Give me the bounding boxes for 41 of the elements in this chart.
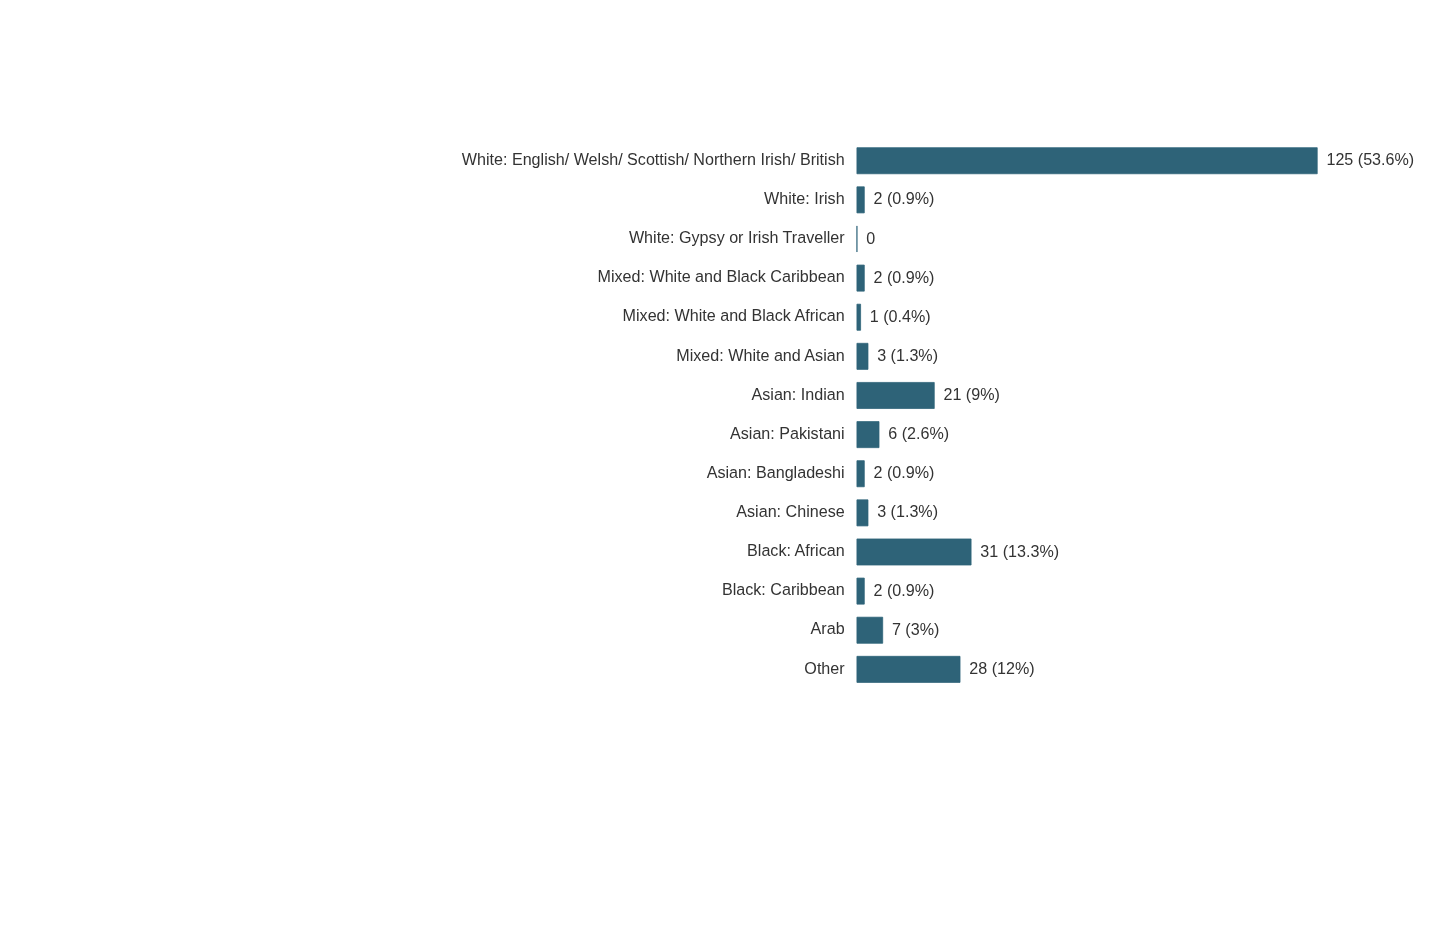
y-tick-label: White: Irish xyxy=(764,189,845,208)
data-label: 1 (0.4%) xyxy=(869,306,931,325)
bar xyxy=(856,616,884,644)
y-tick-label: Arab xyxy=(810,619,845,638)
bar xyxy=(856,421,880,449)
bar xyxy=(856,147,1318,175)
bar xyxy=(856,382,935,409)
y-tick-label: White: English/ Welsh/ Scottish/ Northern Irish/ British xyxy=(461,149,845,168)
data-label: 31 (13.3%) xyxy=(980,541,1060,560)
bar xyxy=(856,460,865,488)
data-label: 7 (3%) xyxy=(891,619,940,638)
data-label: 2 (0.9%) xyxy=(873,189,935,208)
data-label: 2 (0.9%) xyxy=(873,580,935,599)
bar xyxy=(856,303,861,331)
y-tick-label: Mixed: White and Black African xyxy=(622,306,845,325)
data-label: 28 (12%) xyxy=(969,658,1035,677)
data-label: 125 (53.6%) xyxy=(1326,150,1415,169)
data-label: 2 (0.9%) xyxy=(873,463,935,482)
y-tick-label: Mixed: White and Asian xyxy=(676,345,845,364)
data-label: 3 (1.3%) xyxy=(877,502,939,521)
y-tick-label: Mixed: White and Black Caribbean xyxy=(597,267,845,286)
data-label: 6 (2.6%) xyxy=(888,424,950,443)
data-label: 3 (1.3%) xyxy=(877,345,939,364)
bar xyxy=(856,342,869,370)
y-tick-label: Black: Caribbean xyxy=(721,580,845,599)
bar xyxy=(856,186,865,214)
y-tick-label: Black: African xyxy=(747,541,845,560)
y-tick-label: Asian: Bangladeshi xyxy=(706,462,845,481)
bar xyxy=(856,577,865,605)
data-label: 21 (9%) xyxy=(943,385,1000,404)
bar xyxy=(856,499,869,527)
data-label: 0 xyxy=(866,228,876,247)
bar xyxy=(856,655,961,683)
y-tick-label: Asian: Pakistani xyxy=(730,423,845,442)
bar xyxy=(856,264,865,292)
data-label: 2 (0.9%) xyxy=(873,267,935,286)
y-tick-label: Other xyxy=(804,658,846,677)
y-tick-label: Asian: Chinese xyxy=(736,502,845,521)
bar xyxy=(856,538,972,566)
y-tick-label: White: Gypsy or Irish Traveller xyxy=(628,228,846,247)
y-tick-label: Asian: Indian xyxy=(751,384,845,403)
